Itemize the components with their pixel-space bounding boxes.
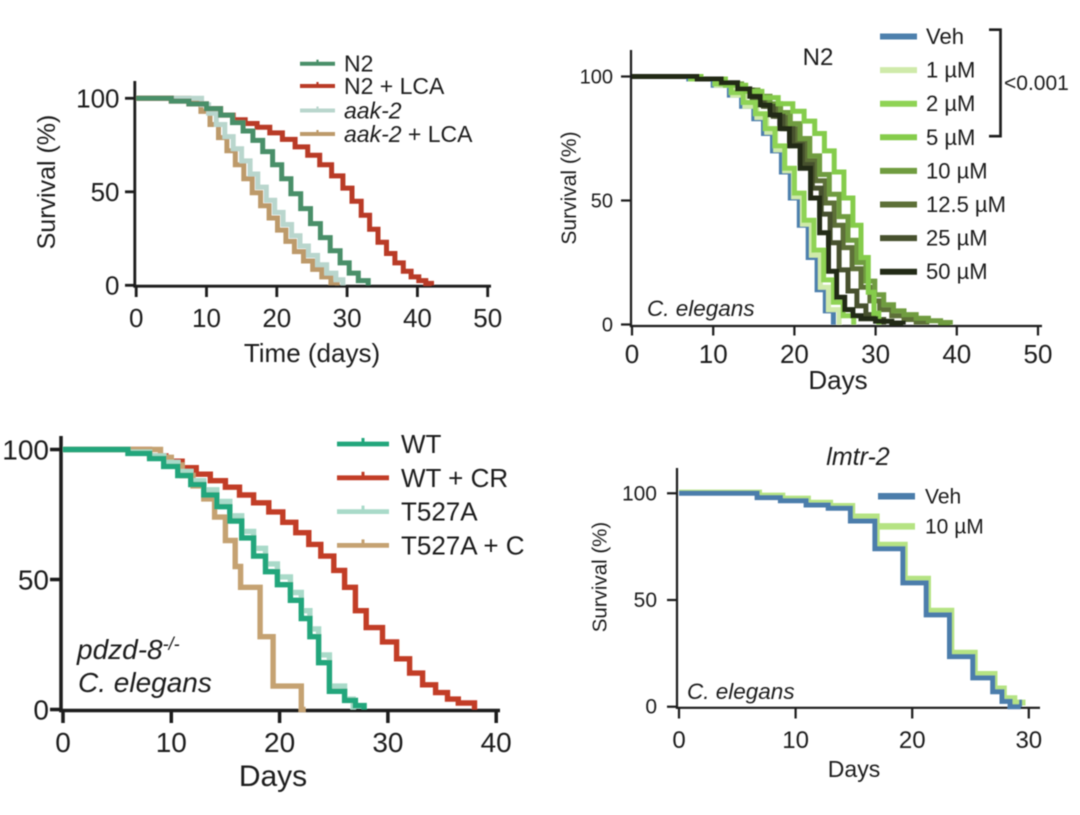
svg-text:C. elegans: C. elegans (647, 296, 755, 321)
svg-text:Time (days): Time (days) (244, 338, 380, 368)
svg-text:100: 100 (622, 482, 657, 505)
svg-text:40: 40 (942, 339, 971, 369)
svg-text:0: 0 (625, 339, 639, 369)
svg-text:WT + CR: WT + CR (401, 463, 508, 493)
svg-text:<0.001: <0.001 (1004, 72, 1069, 95)
svg-text:20: 20 (780, 339, 809, 369)
svg-text:10: 10 (192, 303, 221, 333)
svg-text:40: 40 (403, 303, 432, 333)
svg-text:50: 50 (473, 303, 502, 333)
svg-text:10 µM: 10 µM (926, 158, 988, 183)
svg-text:40: 40 (481, 727, 512, 758)
svg-text:WT: WT (401, 429, 442, 459)
svg-text:2 µM: 2 µM (926, 91, 975, 116)
svg-text:0: 0 (33, 695, 49, 726)
svg-text:T527A: T527A (401, 497, 478, 527)
svg-text:20: 20 (899, 727, 926, 754)
svg-text:C. elegans: C. elegans (687, 679, 795, 704)
svg-text:N2: N2 (344, 51, 373, 77)
svg-text:aak-2 + LCA: aak-2 + LCA (344, 121, 473, 147)
svg-text:10: 10 (782, 727, 809, 754)
svg-text:50: 50 (634, 589, 657, 612)
svg-text:pdzd-8-/-: pdzd-8-/- (76, 634, 180, 665)
svg-text:100: 100 (76, 83, 119, 113)
svg-text:0: 0 (129, 303, 143, 333)
svg-text:aak-2: aak-2 (344, 97, 402, 123)
svg-text:100: 100 (2, 435, 49, 466)
svg-text:0: 0 (645, 696, 657, 719)
svg-text:Survival (%): Survival (%) (33, 115, 61, 250)
svg-text:Days: Days (239, 760, 307, 793)
svg-text:50: 50 (91, 177, 120, 207)
svg-text:30: 30 (372, 727, 403, 758)
svg-text:10: 10 (699, 339, 728, 369)
svg-text:20: 20 (264, 727, 295, 758)
svg-text:Veh: Veh (925, 486, 961, 509)
svg-text:10 µM: 10 µM (925, 516, 984, 539)
svg-text:20: 20 (262, 303, 291, 333)
svg-text:Veh: Veh (926, 24, 964, 49)
svg-text:Days: Days (828, 756, 880, 782)
svg-text:0: 0 (672, 727, 685, 754)
svg-text:10: 10 (156, 727, 187, 758)
svg-text:50 µM: 50 µM (926, 259, 988, 284)
svg-text:1 µM: 1 µM (926, 58, 975, 83)
svg-text:Survival (%): Survival (%) (558, 131, 581, 244)
svg-text:50: 50 (18, 565, 49, 596)
svg-text:Survival (%): Survival (%) (589, 522, 612, 633)
svg-text:30: 30 (861, 339, 890, 369)
svg-text:N2: N2 (803, 44, 834, 71)
svg-text:Days: Days (808, 365, 867, 395)
svg-text:30: 30 (1015, 727, 1042, 754)
svg-text:N2 + LCA: N2 + LCA (344, 73, 445, 99)
svg-text:30: 30 (333, 303, 362, 333)
svg-text:50: 50 (591, 191, 613, 213)
svg-text:50: 50 (1024, 339, 1053, 369)
svg-text:0: 0 (602, 315, 613, 337)
svg-text:12.5 µM: 12.5 µM (926, 192, 1006, 217)
svg-text:100: 100 (580, 67, 613, 89)
svg-text:lmtr-2: lmtr-2 (826, 443, 890, 471)
svg-text:25 µM: 25 µM (926, 226, 988, 251)
svg-text:C. elegans: C. elegans (78, 667, 212, 698)
svg-text:T527A + C: T527A + C (401, 530, 525, 560)
svg-text:0: 0 (105, 270, 119, 300)
svg-text:5 µM: 5 µM (926, 125, 975, 150)
svg-text:0: 0 (55, 727, 71, 758)
